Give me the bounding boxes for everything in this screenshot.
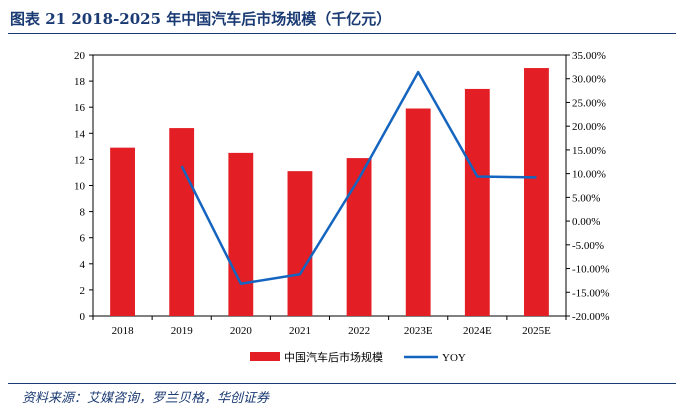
bar-2025E: [524, 68, 549, 316]
legend-label-bar: 中国汽车后市场规模: [284, 350, 383, 364]
y-right-tick-label: 10.00%: [572, 169, 606, 181]
y-left-tick-label: 6: [80, 233, 86, 245]
bar-2023E: [405, 108, 431, 316]
x-tick-label: 2021: [289, 325, 311, 337]
y-right-tick-label: 30.00%: [572, 74, 606, 86]
title-divider: [8, 33, 676, 34]
bar-2024E: [464, 88, 490, 317]
y-right-tick-label: -5.00%: [572, 240, 604, 252]
source-note: 资料来源：艾媒咨询，罗兰贝格，华创证券: [22, 391, 270, 406]
x-tick-label: 2022: [348, 325, 370, 337]
x-tick-label: 2020: [230, 325, 253, 337]
bar-2022: [346, 158, 372, 316]
yoy-line-series: [180, 70, 537, 285]
y-right-tick-label: 5.00%: [572, 192, 600, 204]
x-tick-label: 2018: [112, 325, 135, 337]
y-right-tick-label: 0.00%: [572, 216, 600, 228]
chart: 2018 2019 2020 2021 2022 2023E 2024E 2025E 0246…: [74, 50, 610, 364]
y-left-tick-label: 4: [80, 259, 86, 271]
y-right-tick-label: -10.00%: [572, 264, 610, 276]
y-left-tick-label: 12: [74, 154, 85, 166]
legend: 中国汽车后市场规模 YOY: [250, 350, 466, 364]
legend-swatch-bar: [250, 352, 280, 361]
y-right-tick-labels: -20.00% -15.00% -10.00% -5.00% 0.00% 5.00% 10.…: [572, 50, 610, 323]
y-left-tick-label: 16: [74, 102, 86, 114]
y-left-tick-label: 20: [74, 50, 86, 62]
y-right-tick-label: -15.00%: [572, 287, 610, 299]
bar-2021: [287, 171, 313, 316]
y-left-tick-label: 2: [80, 285, 86, 297]
figure-title: 图表 21 2018-2025 年中国汽车后市场规模（千亿元）: [10, 10, 392, 28]
chart-axes: [89, 54, 570, 320]
x-tick-label: 2023E: [404, 325, 433, 337]
y-left-tick-label: 0: [80, 311, 86, 323]
bar-2018: [110, 147, 135, 316]
y-right-tick-label: 15.00%: [572, 145, 606, 157]
x-tick-label: 2024E: [463, 325, 492, 337]
x-tick-label: 2019: [171, 325, 194, 337]
source-divider: [8, 383, 676, 384]
bar-2020: [228, 152, 254, 316]
bar-series: [110, 68, 549, 317]
y-right-tick-label: 20.00%: [572, 121, 606, 133]
y-left-tick-labels: 0 2 4 6 8 10 12 14 16 18 20: [74, 50, 86, 323]
x-axis-labels: 2018 2019 2020 2021 2022 2023E 2024E 2025E: [112, 325, 552, 337]
y-right-tick-label: 25.00%: [572, 97, 606, 109]
y-left-tick-label: 18: [74, 76, 86, 88]
y-left-tick-label: 10: [74, 181, 86, 193]
y-left-tick-label: 8: [80, 207, 86, 219]
y-right-tick-label: 35.00%: [572, 50, 606, 62]
yoy-line: [180, 70, 537, 285]
legend-label-line: YOY: [442, 352, 466, 364]
x-tick-label: 2025E: [522, 325, 551, 337]
bar-2019: [169, 128, 195, 316]
y-left-tick-label: 14: [74, 128, 86, 140]
y-right-tick-label: -20.00%: [572, 311, 610, 323]
